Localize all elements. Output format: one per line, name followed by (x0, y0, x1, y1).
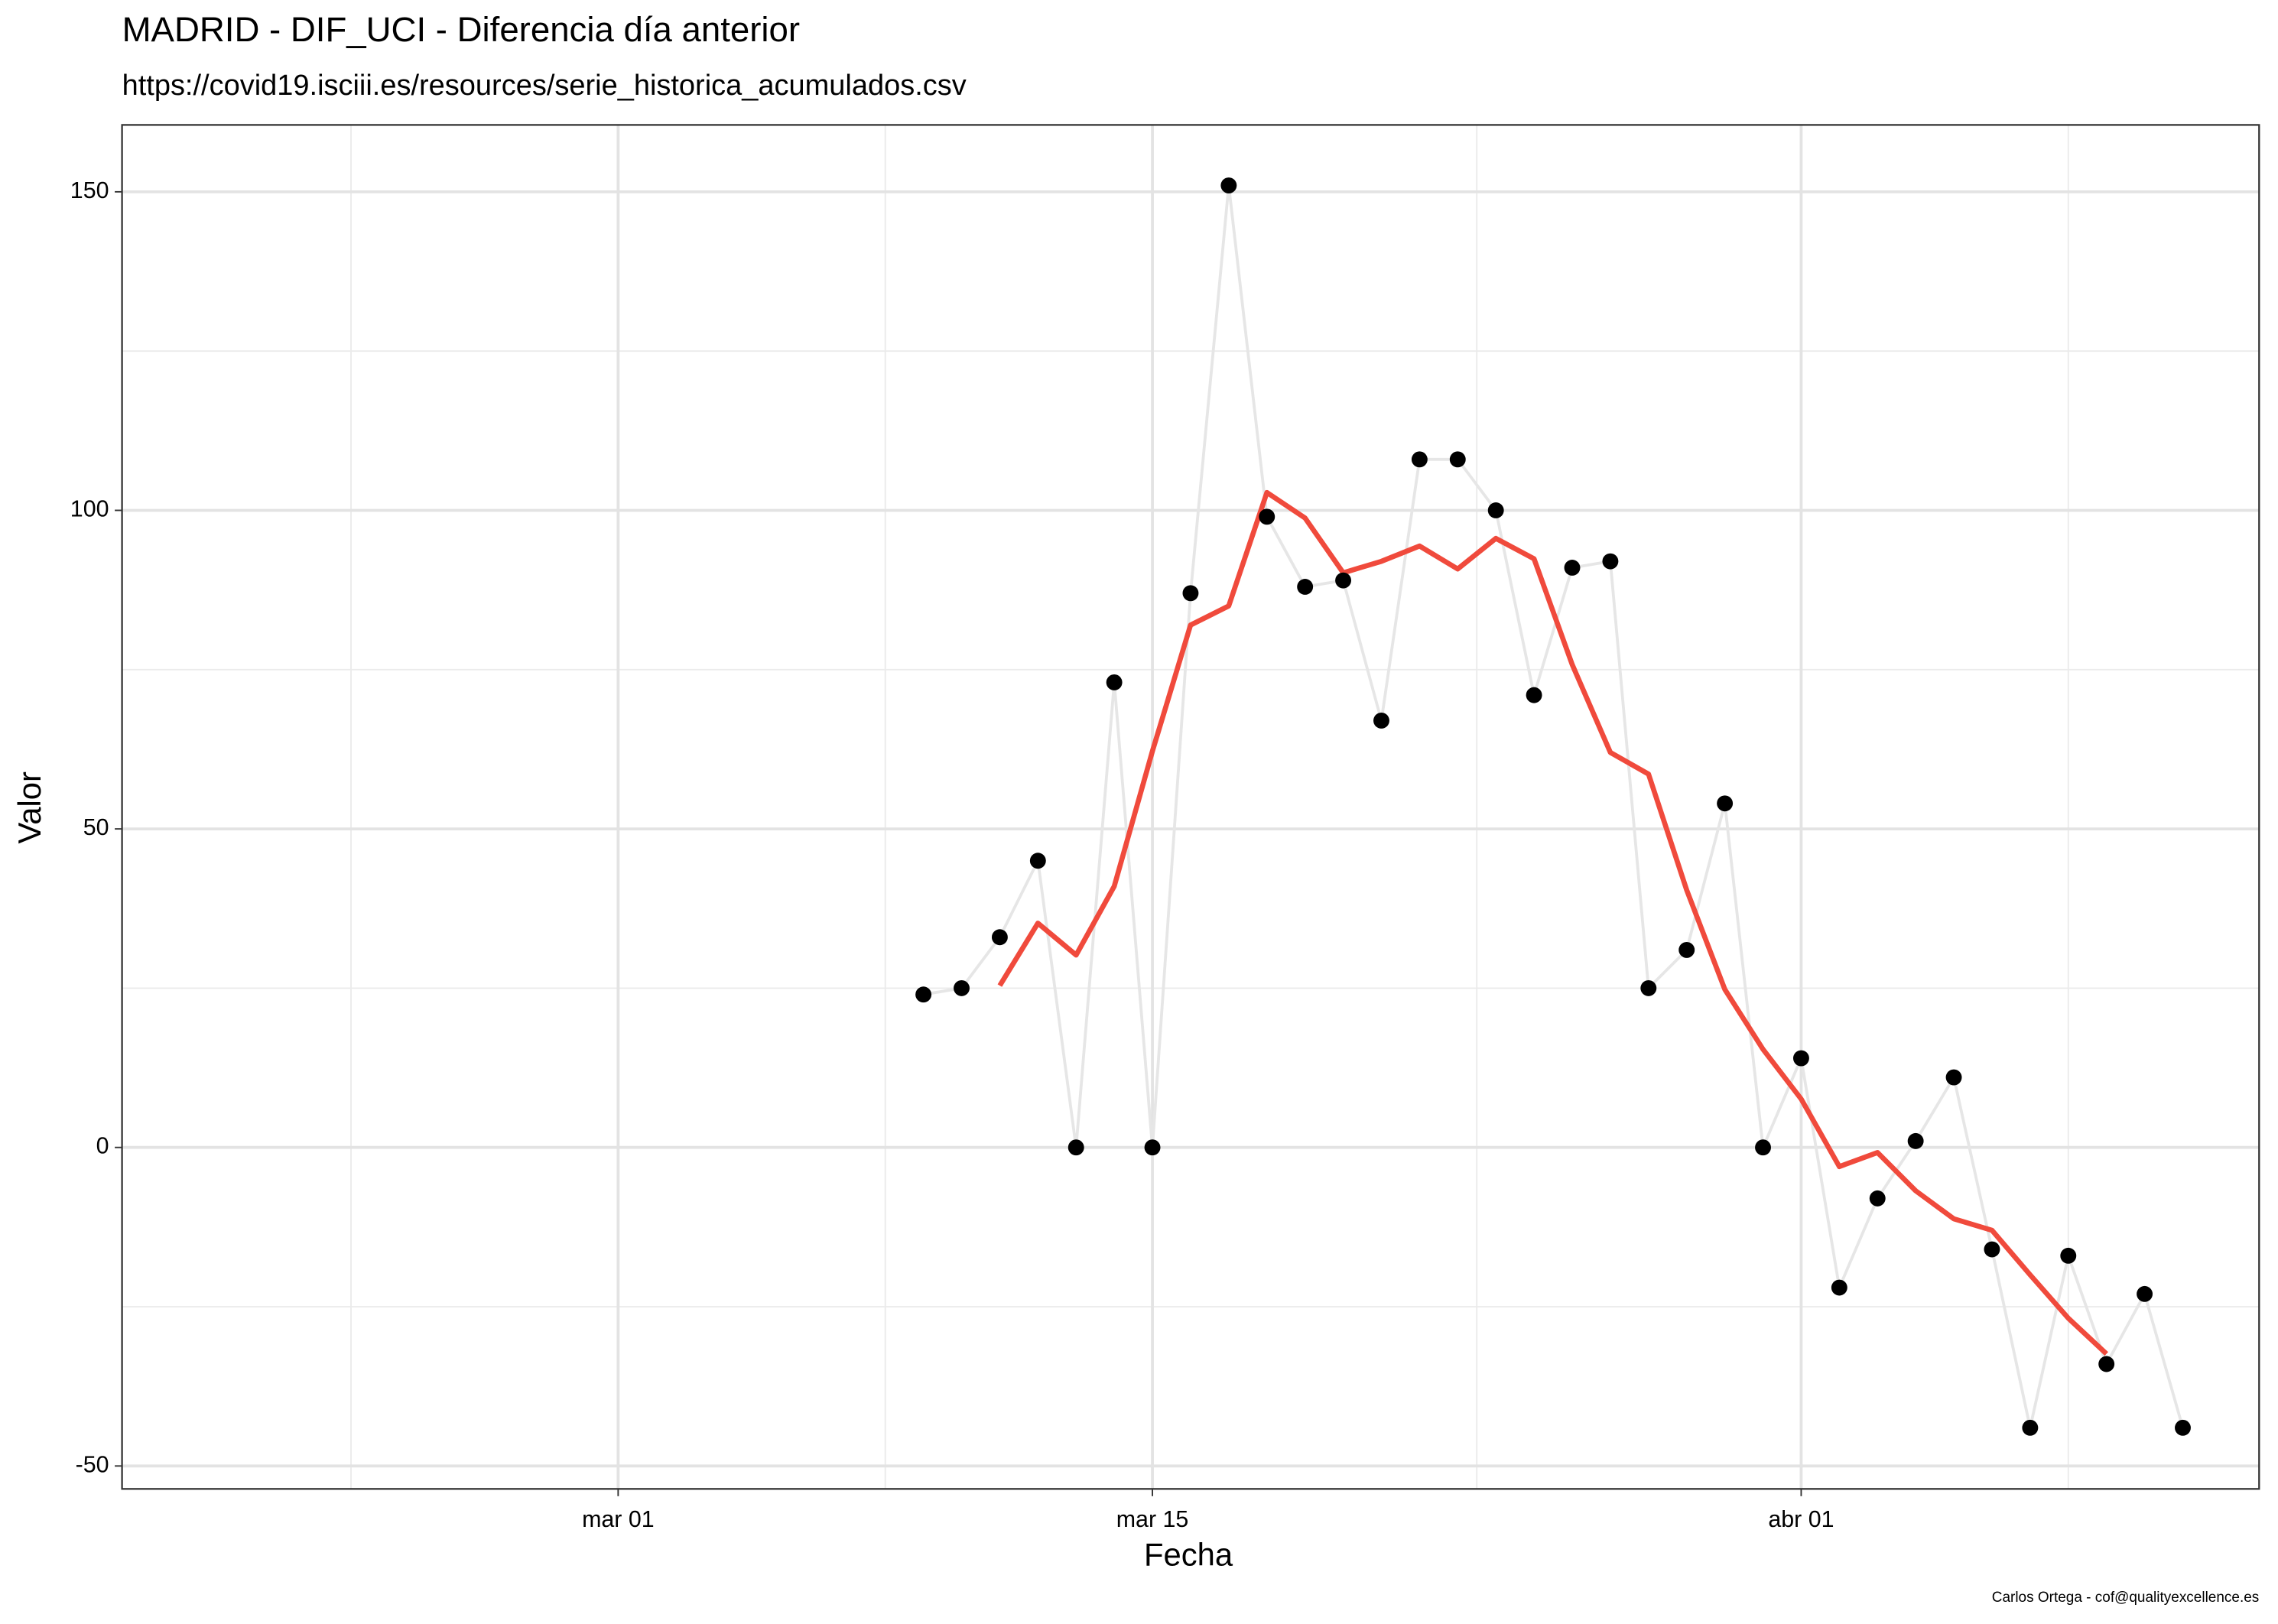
data-point (1869, 1190, 1886, 1207)
y-tick-label: 150 (70, 177, 109, 203)
data-point (1068, 1139, 1084, 1156)
data-point (1526, 687, 1542, 703)
y-tick-label: 0 (96, 1133, 109, 1159)
data-point (1602, 553, 1619, 570)
data-point (915, 986, 932, 1003)
data-point (1945, 1069, 1962, 1086)
y-tick-label: -50 (76, 1451, 109, 1477)
data-point (2060, 1247, 2077, 1264)
data-point (1640, 979, 1657, 996)
data-point (1297, 579, 1314, 595)
series-line (923, 184, 2185, 1430)
data-point (1220, 177, 1237, 193)
caption: Carlos Ortega - cof@qualityexcellence.es (1992, 1590, 2260, 1606)
data-point (991, 929, 1008, 946)
x-tick-label: mar 01 (582, 1506, 655, 1532)
y-tick-label: 50 (83, 814, 109, 840)
x-axis-label: Fecha (1144, 1537, 1233, 1573)
data-point (1792, 1050, 1809, 1067)
data-point (1831, 1279, 1847, 1296)
data-point (1259, 508, 1275, 525)
y-axis-label: Valor (11, 771, 47, 844)
data-point (2137, 1285, 2153, 1302)
data-point (1449, 451, 1466, 468)
series-line (997, 489, 2108, 1356)
data-point (1029, 853, 1046, 869)
data-point (1411, 451, 1428, 468)
data-point (1373, 712, 1389, 729)
data-point (1564, 560, 1581, 576)
data-point (2098, 1356, 2115, 1372)
data-point (2175, 1419, 2191, 1436)
data-point (1984, 1241, 2000, 1258)
data-point (1717, 795, 1734, 812)
x-tick-label: mar 15 (1116, 1506, 1189, 1532)
chart-subtitle: https://covid19.isciii.es/resources/seri… (122, 70, 967, 102)
data-point (1335, 572, 1352, 589)
data-point (1755, 1139, 1771, 1156)
data-point (1487, 502, 1504, 518)
data-point (1106, 674, 1123, 690)
data-point (1182, 585, 1199, 602)
x-tick-label: abr 01 (1768, 1506, 1834, 1532)
data-point (954, 979, 970, 996)
data-point (1678, 941, 1695, 958)
data-point (1907, 1132, 1924, 1149)
chart-title: MADRID - DIF_UCI - Diferencia día anteri… (122, 10, 800, 49)
y-tick-label: 100 (70, 496, 109, 522)
plot-border (121, 124, 2260, 1490)
data-point (1144, 1139, 1161, 1156)
data-point (2022, 1419, 2039, 1436)
